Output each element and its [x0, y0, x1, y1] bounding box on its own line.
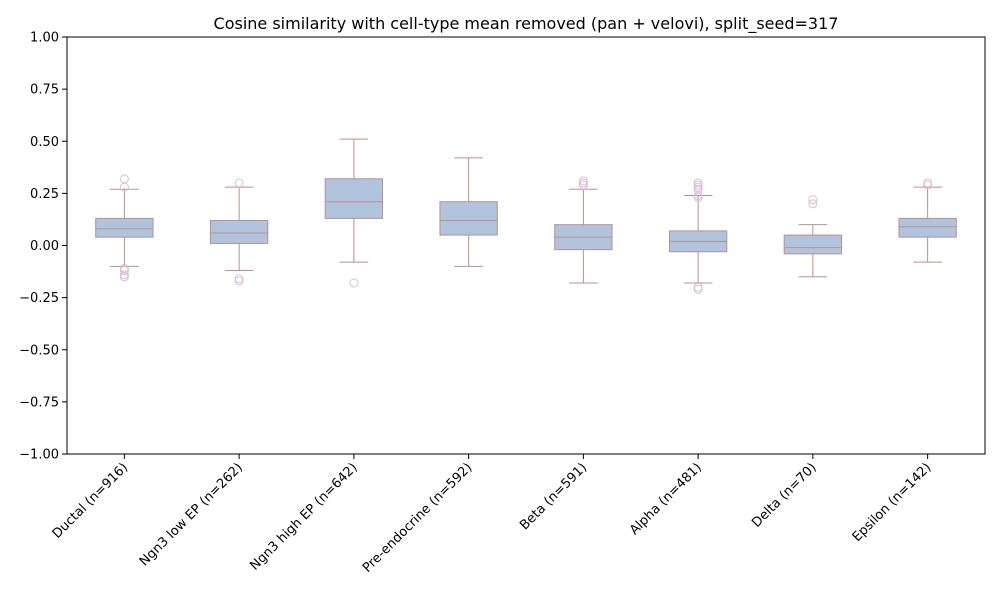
outlier-point	[578, 180, 588, 190]
y-tick-label: 0.75	[30, 83, 59, 98]
outlier-point	[693, 190, 703, 200]
outlier-point	[693, 178, 703, 188]
iqr-box	[209, 219, 269, 244]
x-tick-label: Delta (n=70)	[749, 460, 819, 530]
y-tick-label: −0.25	[19, 291, 59, 306]
box-group	[898, 178, 957, 263]
box-group	[668, 178, 728, 294]
x-tick-label: Ngn3 high EP (n=642)	[247, 460, 360, 573]
box-group	[554, 176, 613, 284]
iqr-box	[439, 201, 498, 236]
outlier-point	[234, 178, 244, 188]
outlier-point	[693, 180, 703, 190]
y-tick-label: 1.00	[30, 31, 59, 46]
y-tick-label: −0.50	[19, 343, 59, 358]
outlier-point	[923, 178, 933, 188]
y-tick-label: −1.00	[19, 448, 59, 463]
box-group	[783, 195, 843, 278]
outlier-point	[693, 193, 703, 203]
x-axis: Ductal (n=916) Ngn3 low EP (n=262) Ngn3 hi…	[50, 454, 935, 576]
outlier-point	[578, 176, 588, 186]
outlier-point	[808, 195, 818, 205]
x-tick-label: Ngn3 low EP (n=262)	[137, 460, 246, 569]
x-tick-label: Ductal (n=916)	[50, 460, 132, 542]
outlier-point	[923, 180, 933, 190]
x-tick-label: Pre-endocrine (n=592)	[360, 460, 476, 576]
x-tick-label: Epsilon (n=142)	[850, 460, 935, 545]
x-tick-label: Alpha (n=481)	[627, 460, 705, 538]
outlier-point	[119, 270, 129, 280]
y-tick-label: 0.25	[30, 187, 59, 202]
box-series	[95, 138, 957, 294]
y-tick-label: −0.75	[19, 395, 59, 410]
box-group	[324, 138, 384, 288]
box-group	[439, 157, 498, 267]
outlier-point	[119, 266, 129, 276]
box-group	[95, 174, 154, 282]
plot-frame	[66, 36, 986, 455]
outlier-point	[234, 276, 244, 286]
y-tick-label: 0.00	[30, 239, 59, 254]
iqr-box	[783, 234, 843, 255]
outlier-point	[119, 272, 129, 282]
y-tick-label: 0.50	[30, 135, 59, 150]
iqr-box	[898, 217, 957, 238]
outlier-point	[349, 278, 359, 288]
outlier-point	[234, 274, 244, 284]
outlier-point	[119, 174, 129, 184]
box-group	[209, 178, 269, 286]
outlier-point	[578, 178, 588, 188]
outlier-point	[808, 199, 818, 209]
outlier-point	[693, 282, 703, 292]
outlier-point	[693, 284, 703, 294]
iqr-box	[324, 178, 384, 219]
iqr-box	[95, 217, 154, 238]
chart-title: Cosine similarity with cell-type mean re…	[214, 14, 839, 34]
x-tick-label: Beta (n=591)	[517, 460, 590, 533]
outlier-point	[119, 182, 129, 192]
y-axis: −1.00 −0.75 −0.50 −0.25 0.00 0.25 0.50 0.75 1.00	[19, 31, 67, 463]
